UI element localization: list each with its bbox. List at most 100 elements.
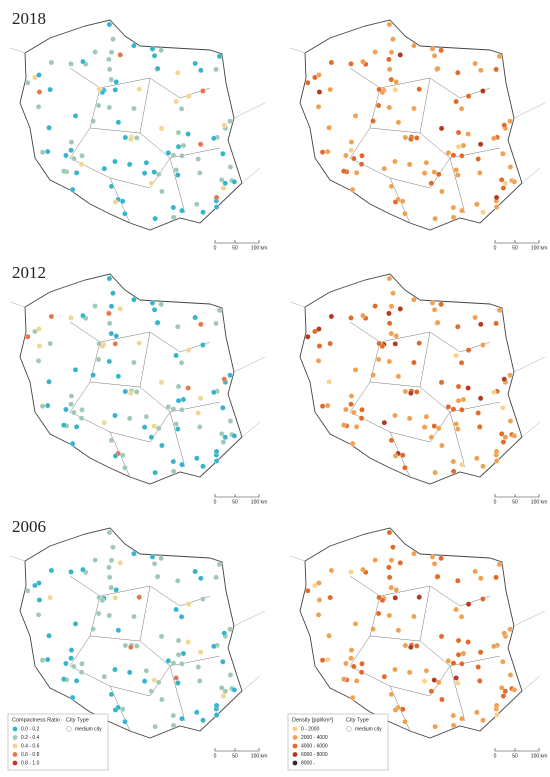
city-dot <box>500 405 506 411</box>
city-dot <box>36 72 42 78</box>
city-dot <box>381 419 388 426</box>
city-dot <box>455 577 461 584</box>
country-outline <box>299 527 523 739</box>
city-dot <box>96 86 102 93</box>
city-dot <box>179 715 185 722</box>
city-dot <box>155 679 162 686</box>
city-dot <box>108 76 114 83</box>
region-border <box>379 331 491 353</box>
city-dot <box>358 415 365 421</box>
city-dot <box>358 161 365 167</box>
city-dot <box>106 66 113 73</box>
city-dot <box>455 426 461 432</box>
city-dot <box>411 550 417 557</box>
city-dot <box>159 696 165 703</box>
city-dot <box>47 86 53 93</box>
city-dot <box>511 433 518 439</box>
city-dot <box>173 167 179 173</box>
city-dot <box>154 319 161 326</box>
scale-label: 50 <box>512 499 518 505</box>
city-dot <box>113 333 120 339</box>
city-dot <box>152 723 158 730</box>
scale-label: 50 <box>232 499 238 505</box>
city-dot <box>90 118 96 124</box>
city-dot <box>185 347 192 353</box>
city-dot <box>434 319 441 326</box>
city-dot <box>112 158 118 165</box>
city-dot <box>459 153 465 159</box>
region-border <box>169 665 186 722</box>
city-dot <box>151 561 158 567</box>
city-dot <box>90 372 96 378</box>
city-dot <box>414 389 420 395</box>
city-dot <box>511 179 518 185</box>
city-dot <box>375 102 382 109</box>
legend-title: City Type <box>66 717 89 723</box>
city-dot <box>453 421 459 427</box>
city-dot <box>351 155 357 162</box>
city-dot <box>349 440 356 447</box>
city-dot <box>185 131 191 137</box>
city-dot <box>319 657 326 663</box>
legend-label: 0.2 - 0.4 <box>21 735 40 741</box>
city-dot <box>63 660 69 667</box>
scale-label: 100 km <box>531 245 547 251</box>
city-dot <box>211 135 217 142</box>
region-border <box>419 585 431 642</box>
region-border <box>369 127 501 159</box>
city-dot <box>151 307 158 313</box>
city-dot <box>480 209 486 215</box>
city-dot <box>390 290 396 296</box>
city-dot <box>197 424 203 430</box>
scale-label: 50 <box>232 245 238 251</box>
city-dot <box>341 422 347 428</box>
city-dot <box>493 458 500 464</box>
city-dot <box>170 660 177 666</box>
city-dot <box>370 626 376 632</box>
scale-bar <box>494 494 540 498</box>
city-dot <box>498 177 505 183</box>
city-dot <box>498 431 505 437</box>
city-dot <box>324 402 331 409</box>
city-dot <box>126 161 133 168</box>
border-line <box>289 47 546 184</box>
city-dot <box>388 584 394 591</box>
city-dot <box>477 395 484 401</box>
city-dot <box>312 582 318 589</box>
city-dot <box>500 659 506 665</box>
city-dot <box>458 614 465 620</box>
city-dot <box>348 139 355 145</box>
city-dot <box>148 180 155 187</box>
city-dot <box>507 626 513 632</box>
city-dot <box>180 396 187 403</box>
city-dot <box>213 204 220 210</box>
city-dot <box>96 340 102 347</box>
city-dot <box>200 596 206 602</box>
city-dot <box>213 194 220 201</box>
city-dot <box>194 709 200 716</box>
city-dot <box>491 389 497 396</box>
city-dot <box>220 659 226 665</box>
city-dot <box>106 21 113 28</box>
city-dot <box>198 67 204 74</box>
city-dot <box>185 601 192 607</box>
city-dot <box>48 567 55 574</box>
scale-label: 100 km <box>251 753 267 759</box>
city-dot <box>71 155 77 162</box>
city-dot <box>180 142 187 149</box>
country-outline <box>19 19 243 231</box>
city-dot <box>32 582 38 589</box>
city-dot <box>392 341 399 347</box>
country-outline <box>19 273 243 485</box>
city-dot <box>493 448 500 455</box>
year-label: 2006 <box>12 517 46 536</box>
city-dot <box>68 315 74 321</box>
city-dot <box>185 93 192 99</box>
city-dot <box>474 709 480 716</box>
city-dot <box>197 395 204 401</box>
city-dot <box>197 170 203 176</box>
city-dot <box>79 407 85 413</box>
city-dot <box>432 469 438 476</box>
city-dot <box>158 633 165 640</box>
city-dot <box>158 379 165 386</box>
